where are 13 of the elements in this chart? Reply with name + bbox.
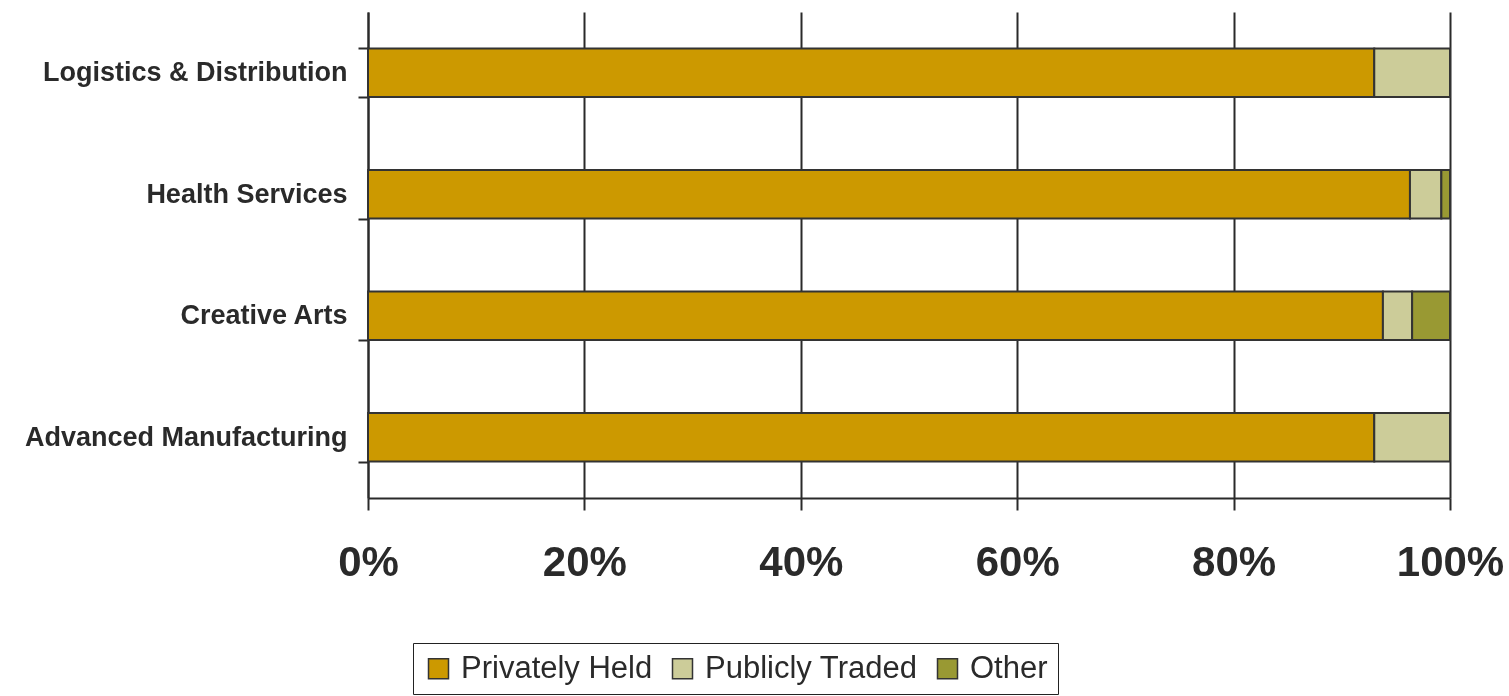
x-tick-label: 20%: [542, 537, 627, 585]
x-tick-label: 80%: [1192, 537, 1277, 585]
y-tick-label: Creative Arts: [180, 300, 348, 331]
x-tick-label: 100%: [1396, 537, 1505, 585]
x-tick-label: 40%: [759, 537, 844, 585]
legend-label: Other: [970, 649, 1048, 685]
x-tick-label: 60%: [975, 537, 1060, 585]
y-tick-label: Health Services: [146, 178, 348, 209]
legend-label: Publicly Traded: [705, 649, 917, 685]
x-tick-label: 0%: [338, 537, 399, 585]
legend-label: Privately Held: [461, 649, 653, 685]
y-tick-label: Logistics & Distribution: [42, 57, 348, 88]
y-tick-label: Advanced Manufacturing: [24, 421, 348, 452]
